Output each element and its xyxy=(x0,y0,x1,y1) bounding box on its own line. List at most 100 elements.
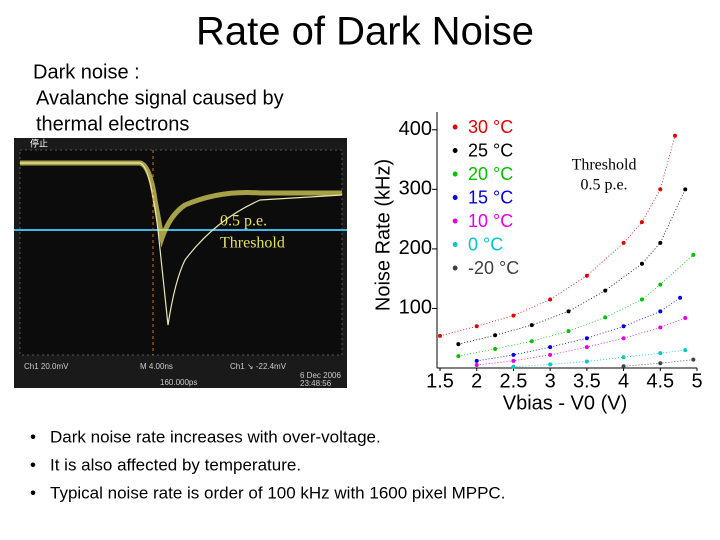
data-point xyxy=(658,187,663,192)
x-axis-title: Vbias - V0 (V) xyxy=(503,392,627,414)
data-point xyxy=(584,273,589,278)
data-point xyxy=(529,339,534,344)
scope-readout: 6 Dec 2006 xyxy=(300,371,341,380)
data-point xyxy=(548,352,553,357)
scope-label: 0.5 p.e. xyxy=(220,213,267,230)
legend-bullet: • xyxy=(452,164,458,184)
data-point xyxy=(691,357,696,362)
data-point xyxy=(603,288,608,293)
series-line xyxy=(458,189,686,345)
series-line xyxy=(513,349,686,368)
data-point xyxy=(639,261,644,266)
legend-label: 20 °C xyxy=(468,164,513,184)
bullet-text: Dark noise rate increases with over-volt… xyxy=(50,427,381,446)
scope-label: Threshold xyxy=(220,235,285,252)
bullet: • xyxy=(30,427,36,446)
legend-bullet: • xyxy=(452,211,458,231)
scope-readout: 160.000ps xyxy=(160,378,197,387)
x-tick-label: 4 xyxy=(618,370,629,392)
y-tick-label: 300 xyxy=(399,178,432,200)
data-point xyxy=(566,329,571,334)
legend-bullet: • xyxy=(452,258,458,278)
legend-bullet: • xyxy=(452,117,458,137)
data-point xyxy=(456,354,461,359)
data-point xyxy=(493,333,498,338)
data-point xyxy=(683,315,688,320)
x-tick-label: 1.5 xyxy=(426,370,454,392)
data-point xyxy=(511,364,516,369)
data-point xyxy=(474,324,479,329)
annotation: Threshold xyxy=(572,157,637,174)
data-point xyxy=(683,187,688,192)
legend-label: 15 °C xyxy=(468,187,513,207)
scope-readout: 23:48:56 xyxy=(300,379,332,388)
x-tick-label: 5 xyxy=(691,370,702,392)
scope-grid xyxy=(19,149,343,356)
legend-bullet: • xyxy=(452,140,458,160)
legend-label: 30 °C xyxy=(468,117,513,137)
y-axis-title: Noise Rate (kHz) xyxy=(372,159,394,311)
legend-bullet: • xyxy=(452,234,458,254)
scope-status: 停止 xyxy=(30,137,48,148)
x-tick-label: 2 xyxy=(471,370,482,392)
x-tick-label: 3 xyxy=(545,370,556,392)
y-tick-label: 400 xyxy=(399,118,432,140)
data-point xyxy=(621,355,626,360)
data-point xyxy=(678,295,683,300)
data-point xyxy=(511,313,516,318)
data-point xyxy=(511,358,516,363)
data-point xyxy=(683,348,688,353)
data-point xyxy=(672,133,677,138)
bullet-text: Typical noise rate is order of 100 kHz w… xyxy=(50,483,505,502)
scope-readout: Ch1 ↘ -22.4mV xyxy=(230,362,287,371)
data-point xyxy=(548,297,553,302)
data-point xyxy=(456,342,461,347)
data-point xyxy=(548,345,553,350)
data-point xyxy=(621,364,626,369)
data-point xyxy=(493,346,498,351)
series-line xyxy=(458,254,694,357)
intro-line: Dark noise : xyxy=(33,61,140,83)
data-point xyxy=(566,309,571,314)
annotation: 0.5 p.e. xyxy=(580,177,627,194)
x-tick-label: 2.5 xyxy=(500,370,528,392)
data-point xyxy=(621,240,626,245)
data-point xyxy=(658,240,663,245)
scope-readout: M 4.00ns xyxy=(140,362,173,371)
data-point xyxy=(511,352,516,357)
legend-bullet: • xyxy=(452,187,458,207)
data-point xyxy=(438,333,442,338)
scope-image: 停止 0.5 p.e. Threshold Ch1 20.0mV M 4.00n… xyxy=(14,137,347,388)
data-point xyxy=(474,358,479,363)
series-line xyxy=(476,297,681,362)
data-point xyxy=(529,323,534,328)
slide-title: Rate of Dark Noise xyxy=(196,10,534,54)
waveform xyxy=(20,162,343,326)
bullet-text: It is also affected by temperature. xyxy=(50,455,301,474)
x-tick-label: 4.5 xyxy=(646,370,674,392)
data-point xyxy=(658,351,663,356)
x-tick-label: 3.5 xyxy=(573,370,601,392)
bullet: • xyxy=(30,455,36,474)
data-point xyxy=(658,282,663,287)
waveform xyxy=(20,160,342,248)
data-point xyxy=(603,315,608,320)
data-point xyxy=(584,336,589,341)
data-point xyxy=(474,363,479,368)
data-point xyxy=(691,252,696,257)
series-line xyxy=(476,317,686,366)
data-point xyxy=(621,336,626,341)
y-tick-label: 100 xyxy=(399,297,432,319)
data-point xyxy=(639,220,644,225)
data-point xyxy=(658,309,663,314)
data-point xyxy=(658,325,663,330)
data-point xyxy=(658,361,663,366)
legend-label: -20 °C xyxy=(468,258,519,278)
scope-readout: Ch1 20.0mV xyxy=(24,362,69,371)
legend-label: 10 °C xyxy=(468,211,513,231)
legend-label: 25 °C xyxy=(468,140,513,160)
intro-line: thermal electrons xyxy=(36,113,189,135)
y-tick-label: 200 xyxy=(399,237,432,259)
data-point xyxy=(621,324,626,329)
